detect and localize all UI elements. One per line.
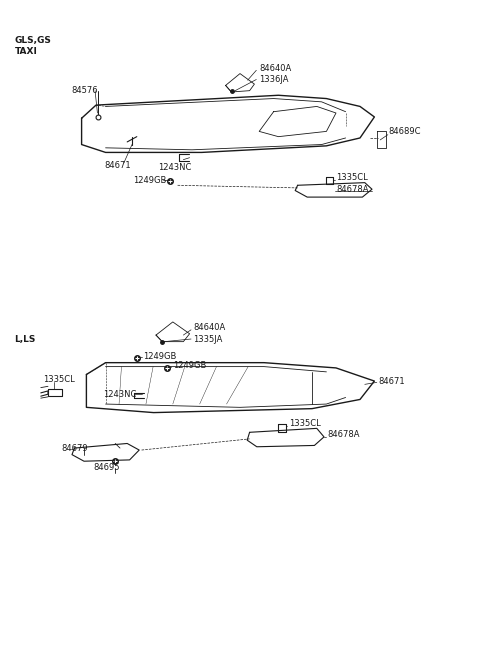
Text: 1249GB: 1249GB [143,351,177,361]
Text: 1335CL: 1335CL [289,419,321,428]
Text: L,LS: L,LS [14,335,36,344]
Text: 1335JA: 1335JA [193,334,222,344]
Text: 84671: 84671 [378,376,405,386]
Text: 84640A: 84640A [193,323,225,332]
Text: 84671: 84671 [105,161,131,170]
Text: 84640A: 84640A [259,64,291,73]
Text: GLS,GS
TAXI: GLS,GS TAXI [14,36,51,56]
Text: 84678A: 84678A [336,185,369,194]
Text: 84695: 84695 [94,463,120,472]
Text: 84679: 84679 [61,443,88,453]
Text: 1243NC: 1243NC [158,163,192,172]
Text: 1249GB: 1249GB [173,361,206,371]
Text: 1335CL: 1335CL [43,375,75,384]
Text: 84678A: 84678A [327,430,360,440]
Text: 1249GB: 1249GB [133,176,167,185]
Text: 1336JA: 1336JA [259,75,288,84]
Text: 84689C: 84689C [389,127,421,136]
Text: 84576: 84576 [71,86,97,95]
Text: 1335CL: 1335CL [336,173,368,182]
Text: 1243NC: 1243NC [103,390,137,399]
